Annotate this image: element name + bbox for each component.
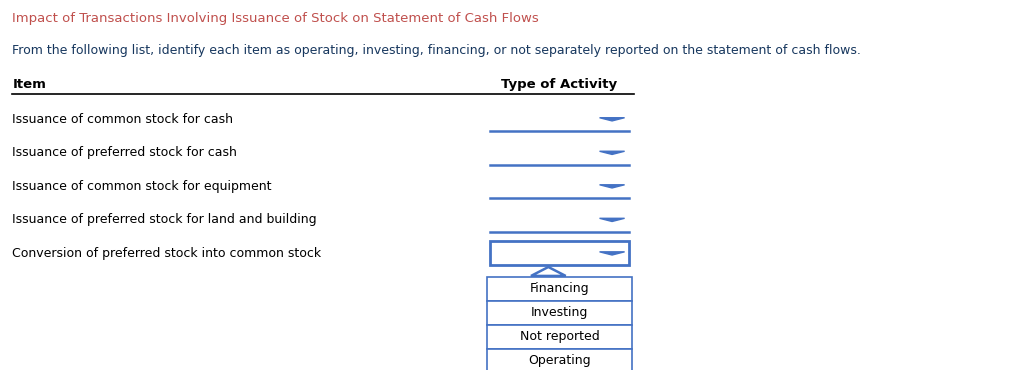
Polygon shape bbox=[600, 218, 625, 222]
Text: Type of Activity: Type of Activity bbox=[501, 78, 617, 91]
Bar bbox=[487, 277, 632, 301]
Text: Issuance of common stock for cash: Issuance of common stock for cash bbox=[12, 113, 234, 126]
Text: Issuance of preferred stock for cash: Issuance of preferred stock for cash bbox=[12, 147, 238, 159]
Text: Conversion of preferred stock into common stock: Conversion of preferred stock into commo… bbox=[12, 247, 321, 260]
Text: Issuance of preferred stock for land and building: Issuance of preferred stock for land and… bbox=[12, 213, 317, 226]
Text: Not reported: Not reported bbox=[520, 330, 600, 343]
Bar bbox=[487, 349, 632, 370]
Bar bbox=[487, 325, 632, 349]
Text: Operating: Operating bbox=[528, 354, 591, 367]
Polygon shape bbox=[600, 185, 625, 188]
Text: Impact of Transactions Involving Issuance of Stock on Statement of Cash Flows: Impact of Transactions Involving Issuanc… bbox=[12, 12, 539, 26]
Bar bbox=[487, 301, 632, 325]
Polygon shape bbox=[531, 267, 566, 276]
Text: From the following list, identify each item as operating, investing, financing, : From the following list, identify each i… bbox=[12, 44, 861, 57]
Polygon shape bbox=[600, 118, 625, 121]
Text: Financing: Financing bbox=[530, 282, 590, 295]
Text: Investing: Investing bbox=[531, 306, 589, 319]
Text: Item: Item bbox=[12, 78, 46, 91]
Polygon shape bbox=[600, 151, 625, 154]
Bar bbox=[490, 242, 630, 265]
Text: Issuance of common stock for equipment: Issuance of common stock for equipment bbox=[12, 180, 272, 193]
Polygon shape bbox=[600, 252, 625, 255]
